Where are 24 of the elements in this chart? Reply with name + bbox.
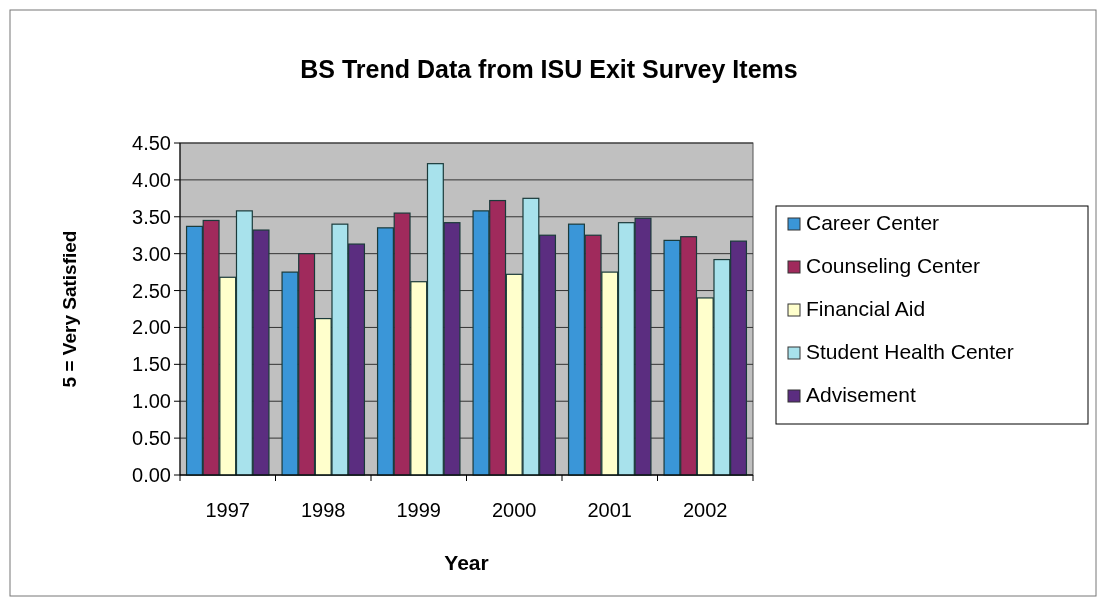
- chart-title: BS Trend Data from ISU Exit Survey Items: [300, 55, 798, 83]
- y-axis-title: 5 = Very Satisfied: [59, 230, 80, 388]
- y-tick-label: 0.50: [132, 427, 171, 450]
- y-tick-label: 3.00: [132, 242, 171, 265]
- y-tick-label: 2.00: [132, 316, 171, 339]
- x-tick-label: 1998: [301, 499, 346, 521]
- y-tick-label: 3.50: [132, 205, 171, 228]
- y-tick-label: 4.00: [132, 168, 171, 191]
- x-tick-label: 2001: [587, 499, 632, 521]
- y-tick-label: 1.00: [132, 390, 171, 413]
- x-tick-label: 1997: [205, 499, 250, 521]
- x-axis-title: Year: [444, 551, 489, 574]
- x-tick-label: 2002: [683, 499, 728, 521]
- y-tick-label: 2.50: [132, 279, 171, 302]
- y-tick-label: 4.50: [132, 132, 171, 154]
- y-tick-label: 0.00: [132, 464, 171, 486]
- legend-label: Counseling Center: [806, 254, 980, 277]
- legend-label: Career Center: [806, 211, 940, 234]
- x-tick-label: 1999: [396, 499, 441, 521]
- legend-label: Student Health Center: [806, 340, 1014, 363]
- x-tick-label: 2000: [492, 499, 537, 521]
- legend-label: Financial Aid: [806, 297, 926, 320]
- legend-label: Advisement: [806, 383, 916, 406]
- y-tick-label: 1.50: [132, 353, 171, 376]
